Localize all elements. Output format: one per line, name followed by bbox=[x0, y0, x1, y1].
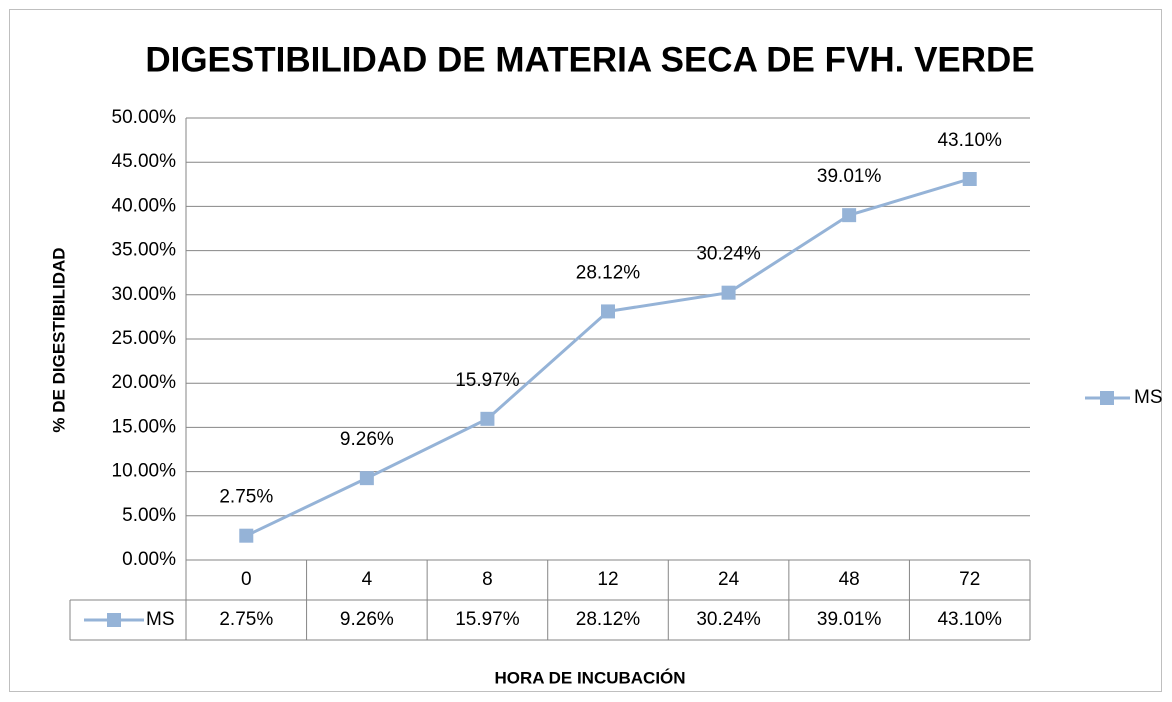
y-tick-label: 40.00% bbox=[112, 195, 177, 216]
data-point bbox=[359, 471, 374, 486]
x-tick-label: 0 bbox=[241, 569, 252, 590]
table-legend-marker bbox=[107, 613, 121, 627]
data-point bbox=[721, 285, 736, 300]
y-tick-label: 15.00% bbox=[112, 416, 177, 437]
legend-label: MS bbox=[1134, 387, 1163, 408]
data-point bbox=[601, 304, 615, 319]
table-series-name: MS bbox=[146, 609, 175, 630]
x-tick-label: 12 bbox=[597, 569, 618, 590]
x-tick-label: 72 bbox=[959, 569, 980, 590]
data-label: 9.26% bbox=[340, 429, 394, 450]
data-label: 28.12% bbox=[576, 262, 641, 283]
table-value: 30.24% bbox=[696, 609, 761, 630]
y-tick-label: 50.00% bbox=[112, 107, 177, 128]
y-tick-label: 5.00% bbox=[122, 505, 176, 526]
data-point bbox=[480, 411, 495, 426]
data-label: 2.75% bbox=[219, 487, 273, 508]
data-point bbox=[239, 528, 254, 543]
x-tick-label: 24 bbox=[718, 569, 740, 590]
data-label: 30.24% bbox=[696, 244, 761, 265]
y-tick-label: 30.00% bbox=[112, 284, 177, 305]
table-value: 2.75% bbox=[219, 609, 273, 630]
x-tick-label: 48 bbox=[839, 569, 860, 590]
y-tick-label: 45.00% bbox=[112, 151, 177, 172]
table-value: 39.01% bbox=[817, 609, 882, 630]
y-tick-label: 10.00% bbox=[112, 461, 177, 482]
x-tick-label: 8 bbox=[482, 569, 493, 590]
table-value: 43.10% bbox=[937, 609, 1002, 630]
data-label: 39.01% bbox=[817, 166, 882, 187]
legend-marker bbox=[1100, 391, 1114, 405]
chart-title: DIGESTIBILIDAD DE MATERIA SECA DE FVH. V… bbox=[145, 40, 1034, 79]
y-axis-title: % DE DIGESTIBILIDAD bbox=[49, 247, 68, 432]
y-tick-label: 35.00% bbox=[112, 240, 177, 261]
y-tick-label: 20.00% bbox=[112, 372, 177, 393]
table-value: 15.97% bbox=[455, 609, 520, 630]
data-point bbox=[842, 208, 857, 223]
chart-border bbox=[9, 9, 1162, 692]
table-value: 9.26% bbox=[340, 609, 394, 630]
data-label: 43.10% bbox=[937, 130, 1002, 151]
x-axis-title: HORA DE INCUBACIÓN bbox=[494, 668, 685, 687]
y-tick-label: 0.00% bbox=[122, 549, 176, 570]
table-value: 28.12% bbox=[576, 609, 641, 630]
y-tick-label: 25.00% bbox=[112, 328, 177, 349]
data-label: 15.97% bbox=[455, 370, 520, 391]
data-point bbox=[962, 171, 977, 186]
x-tick-label: 4 bbox=[362, 569, 373, 590]
